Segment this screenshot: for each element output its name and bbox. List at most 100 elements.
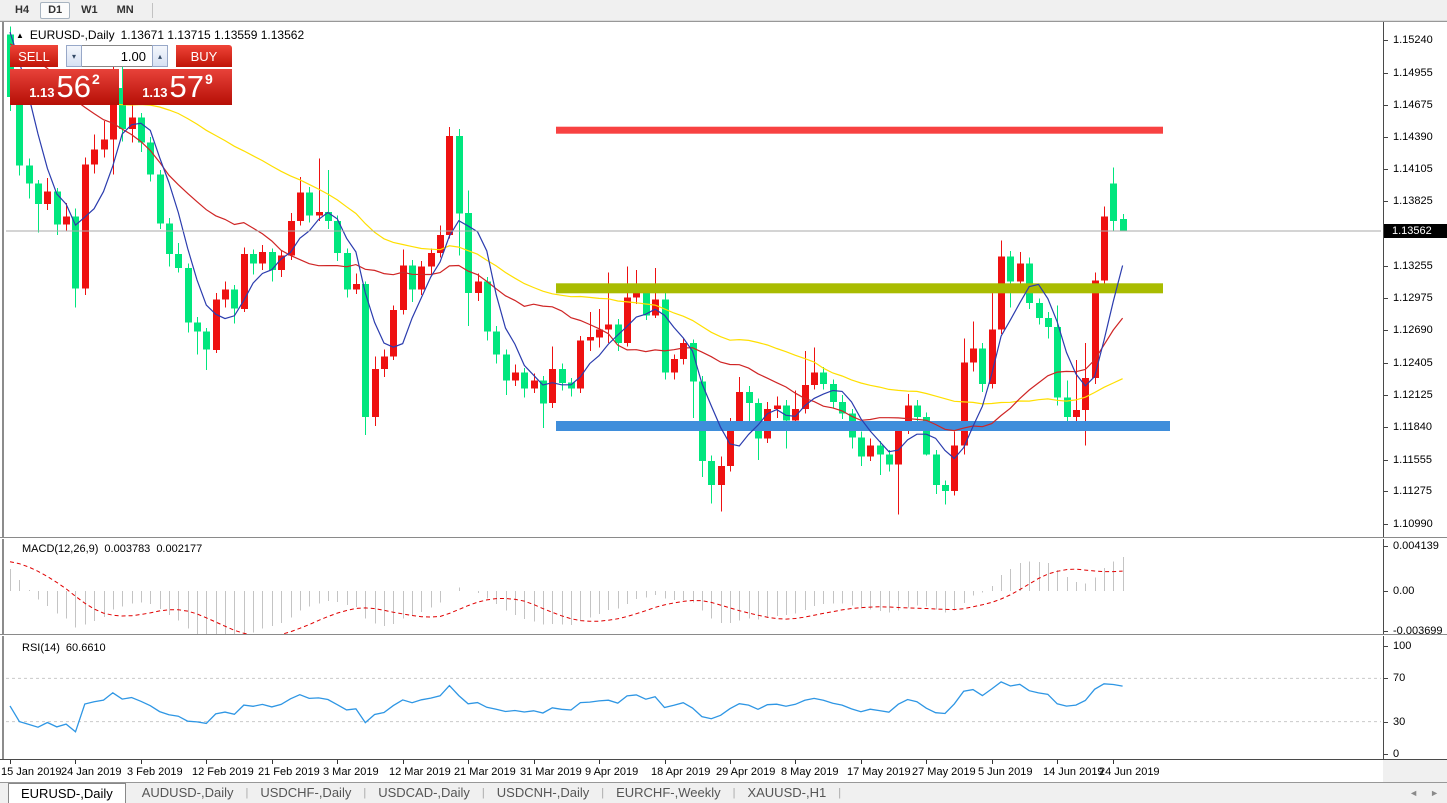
candle-body — [839, 402, 846, 414]
price-scale-label: 1.12975 — [1393, 291, 1433, 304]
tab-eurchf-weekly[interactable]: EURCHF-,Weekly — [616, 785, 721, 800]
candle-body — [372, 369, 379, 417]
macd-label: MACD(12,26,9) 0.003783 0.002177 — [22, 543, 203, 555]
candle-body — [961, 362, 968, 446]
price-scale-tick — [1384, 330, 1388, 332]
ma-5-line — [9, 31, 1124, 460]
volume-increase-button[interactable]: ▴ — [152, 45, 168, 67]
volume-input[interactable] — [82, 45, 152, 67]
candle-body — [830, 383, 837, 403]
tabs-scroll-right-icon[interactable]: ► — [1430, 787, 1439, 798]
candle-body — [755, 403, 762, 439]
sell-price-prefix: 1.13 — [29, 85, 55, 100]
date-label: 17 May 2019 — [847, 766, 911, 778]
candle-body — [101, 139, 108, 150]
candle-body — [914, 405, 921, 417]
candle-body — [353, 283, 360, 290]
current-price-tag: 1.13562 — [1384, 224, 1447, 239]
sell-price-pipette: 2 — [92, 71, 100, 87]
candle-body — [428, 253, 435, 267]
candle-body — [905, 405, 912, 430]
tab-usdchf-daily[interactable]: USDCHF-,Daily — [260, 785, 352, 800]
buy-price-display[interactable]: 1.13 57 9 — [123, 69, 232, 105]
candle-body — [774, 405, 781, 409]
candle-body — [877, 445, 884, 455]
window-border — [2, 22, 4, 759]
volume-decrease-button[interactable]: ▾ — [66, 45, 82, 67]
chevron-down-icon: ▾ — [71, 51, 76, 61]
candle-body — [475, 281, 482, 293]
tabs-scroll-left-icon[interactable]: ◄ — [1409, 787, 1419, 798]
candle-body — [643, 290, 650, 316]
rsi-scale-tick — [1384, 721, 1388, 723]
candle-body — [858, 437, 865, 457]
price-scale-label: 1.11840 — [1393, 421, 1432, 434]
rsi-line — [9, 681, 1123, 733]
candle-body — [400, 265, 407, 310]
mid-support-line[interactable] — [556, 283, 1163, 294]
date-axis[interactable]: 15 Jan 2019 24 Jan 2019 3 Feb 2019 12 Feb 2… — [0, 759, 1383, 783]
date-tick — [599, 760, 600, 764]
macd-scale-tick — [1384, 631, 1388, 633]
date-label: 21 Mar 2019 — [454, 766, 516, 778]
collapse-triangle-icon[interactable]: ▲ — [16, 31, 24, 40]
price-scale-label: 1.15240 — [1393, 34, 1433, 47]
macd-indicator-canvas[interactable] — [6, 539, 1381, 634]
timeframe-w1-button[interactable]: W1 — [81, 3, 98, 16]
date-label: 12 Feb 2019 — [192, 766, 254, 778]
tab-usdcnh-daily[interactable]: USDCNH-,Daily — [496, 785, 590, 800]
candle-body — [437, 234, 444, 253]
tab-xauusd-h1[interactable]: XAUUSD-,H1 — [747, 785, 827, 800]
rsi-indicator-canvas[interactable] — [6, 636, 1381, 759]
buy-button[interactable]: BUY — [176, 45, 232, 67]
candle-body — [671, 358, 678, 373]
candle-body — [1073, 410, 1080, 417]
buy-price-prefix: 1.13 — [142, 85, 168, 100]
rsi-scale-tick — [1384, 678, 1388, 680]
panel-splitter[interactable] — [0, 537, 1447, 539]
candle-body — [596, 329, 603, 338]
date-label: 29 Apr 2019 — [716, 766, 776, 778]
tab-usdcad-daily[interactable]: USDCAD-,Daily — [378, 785, 470, 800]
date-tick — [795, 760, 796, 764]
resistance-line[interactable] — [556, 126, 1163, 134]
candle-body — [559, 369, 566, 383]
candle-body — [970, 348, 977, 363]
buy-price-pipette: 9 — [205, 71, 213, 87]
price-scale[interactable]: 1.15240 1.14955 1.14675 1.14390 1.14105 1.138… — [1383, 22, 1447, 760]
macd-scale-tick — [1384, 591, 1388, 592]
tab-audusd-daily[interactable]: AUDUSD-,Daily — [141, 785, 234, 800]
candle-body — [708, 461, 715, 486]
tab-separator: | — [732, 787, 736, 799]
toolbar-separator — [151, 2, 153, 18]
candle-body — [54, 191, 61, 225]
candle-body — [1036, 303, 1043, 318]
candle-body — [1017, 263, 1024, 282]
sell-price-main: 56 — [56, 69, 91, 104]
panel-splitter[interactable] — [0, 634, 1447, 636]
candle-body — [680, 342, 687, 359]
tab-eurusd-daily[interactable]: EURUSD-,Daily — [8, 783, 126, 803]
candle-body — [718, 465, 725, 486]
candle-body — [783, 405, 790, 421]
sell-button[interactable]: SELL — [10, 45, 58, 67]
price-scale-tick — [1384, 491, 1388, 493]
price-scale-tick — [1384, 523, 1388, 525]
candle-body — [521, 372, 528, 389]
candle-body — [989, 329, 996, 384]
candle-body — [802, 385, 809, 409]
timeframe-d1-button[interactable]: D1 — [40, 1, 71, 19]
sell-price-display[interactable]: 1.13 56 2 — [10, 69, 119, 105]
price-scale-label: 1.14390 — [1393, 131, 1433, 143]
candle-body — [381, 356, 388, 370]
price-scale-tick — [1384, 297, 1388, 299]
date-label: 3 Feb 2019 — [127, 766, 183, 778]
timeframe-h4-button[interactable]: H4 — [15, 3, 30, 16]
candle-body — [16, 97, 23, 166]
main-chart-canvas[interactable] — [6, 24, 1381, 537]
candle-body — [362, 283, 369, 417]
rsi-scale-label: 30 — [1393, 715, 1406, 728]
timeframe-mn-button[interactable]: MN — [116, 3, 134, 16]
low-support-line[interactable] — [556, 421, 1170, 431]
